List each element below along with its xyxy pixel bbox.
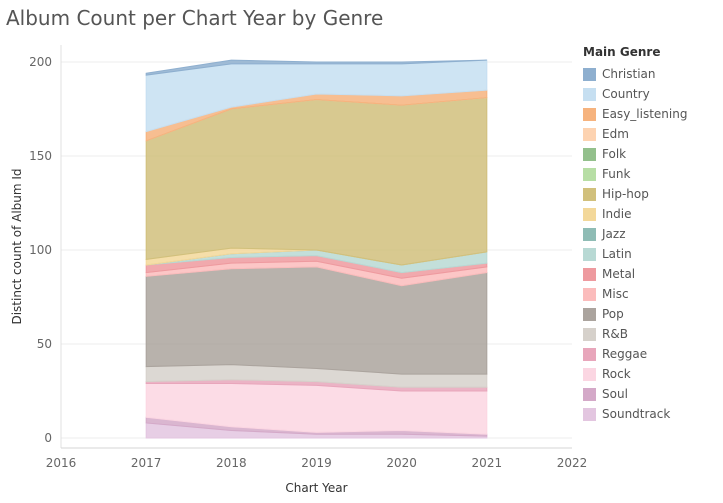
- legend-item-rock[interactable]: Rock: [583, 364, 719, 384]
- legend-swatch: [583, 387, 596, 401]
- y-tick-label: 200: [29, 55, 52, 69]
- legend-item-indie[interactable]: Indie: [583, 204, 719, 224]
- legend-label: Misc: [602, 287, 629, 301]
- legend-label: Indie: [602, 207, 632, 221]
- legend-item-soundtrack[interactable]: Soundtrack: [583, 404, 719, 424]
- legend-item-hip-hop[interactable]: Hip-hop: [583, 184, 719, 204]
- legend-label: Christian: [602, 67, 656, 81]
- legend-label: Folk: [602, 147, 627, 161]
- area-hip-hop[interactable]: [145, 97, 488, 266]
- legend-label: Edm: [602, 127, 629, 141]
- legend-item-reggae[interactable]: Reggae: [583, 344, 719, 364]
- x-axis-title: Chart Year: [285, 481, 347, 495]
- legend-label: Hip-hop: [602, 187, 649, 201]
- legend-swatch: [583, 267, 596, 281]
- legend-item-metal[interactable]: Metal: [583, 264, 719, 284]
- legend-swatch: [583, 167, 596, 181]
- legend-item-soul[interactable]: Soul: [583, 384, 719, 404]
- legend-item-latin[interactable]: Latin: [583, 244, 719, 264]
- y-tick-label: 100: [29, 243, 52, 257]
- legend-title: Main Genre: [583, 45, 661, 59]
- legend-item-funk[interactable]: Funk: [583, 164, 719, 184]
- legend-item-country[interactable]: Country: [583, 84, 719, 104]
- legend-items: Christian Country Easy_listening Edm Folk Fun…: [583, 64, 719, 424]
- legend-label: Easy_listening: [602, 107, 688, 121]
- legend-label: Latin: [602, 247, 632, 261]
- legend-swatch: [583, 347, 596, 361]
- x-tick-label: 2022: [557, 456, 588, 470]
- y-axis-title: Distinct count of Album Id: [10, 168, 24, 324]
- legend-item-christian[interactable]: Christian: [583, 64, 719, 84]
- legend-swatch: [583, 67, 596, 81]
- legend-label: R&B: [602, 327, 628, 341]
- stacked-areas: [145, 59, 488, 439]
- legend-item-r-b[interactable]: R&B: [583, 324, 719, 344]
- legend-item-misc[interactable]: Misc: [583, 284, 719, 304]
- legend-label: Reggae: [602, 347, 648, 361]
- y-tick-label: 150: [29, 149, 52, 163]
- legend-swatch: [583, 287, 596, 301]
- legend-label: Jazz: [602, 227, 626, 241]
- legend-label: Metal: [602, 267, 636, 281]
- legend-label: Country: [602, 87, 650, 101]
- legend-swatch: [583, 247, 596, 261]
- legend-swatch: [583, 187, 596, 201]
- legend-swatch: [583, 147, 596, 161]
- x-tick-label: 2018: [216, 456, 247, 470]
- x-tick-label: 2020: [386, 456, 417, 470]
- area-pop[interactable]: [145, 266, 488, 375]
- x-tick-label: 2017: [131, 456, 162, 470]
- legend-label: Rock: [602, 367, 631, 381]
- area-christian[interactable]: [145, 59, 487, 76]
- chart-title: Album Count per Chart Year by Genre: [6, 6, 384, 30]
- y-tick-label: 0: [44, 431, 52, 445]
- legend-label: Soundtrack: [602, 407, 671, 421]
- legend: Main Genre Christian Country Easy_listenin…: [583, 45, 719, 424]
- legend-swatch: [583, 127, 596, 141]
- legend-item-folk[interactable]: Folk: [583, 144, 719, 164]
- x-tick-label: 2021: [472, 456, 503, 470]
- legend-swatch: [583, 227, 596, 241]
- x-tick-label: 2019: [301, 456, 332, 470]
- axes: 0 50 100 150 200 2016 2017 2018 2019 2020 2021 2022: [29, 45, 587, 470]
- y-tick-label: 50: [37, 337, 52, 351]
- legend-item-pop[interactable]: Pop: [583, 304, 719, 324]
- legend-swatch: [583, 327, 596, 341]
- legend-item-edm[interactable]: Edm: [583, 124, 719, 144]
- legend-swatch: [583, 87, 596, 101]
- legend-label: Pop: [602, 307, 624, 321]
- legend-swatch: [583, 207, 596, 221]
- legend-swatch: [583, 407, 596, 421]
- legend-swatch: [583, 107, 596, 121]
- legend-label: Soul: [602, 387, 628, 401]
- legend-swatch: [583, 307, 596, 321]
- legend-label: Funk: [602, 167, 631, 181]
- x-tick-label: 2016: [46, 456, 77, 470]
- legend-swatch: [583, 367, 596, 381]
- legend-item-jazz[interactable]: Jazz: [583, 224, 719, 244]
- legend-item-easy-listening[interactable]: Easy_listening: [583, 104, 719, 124]
